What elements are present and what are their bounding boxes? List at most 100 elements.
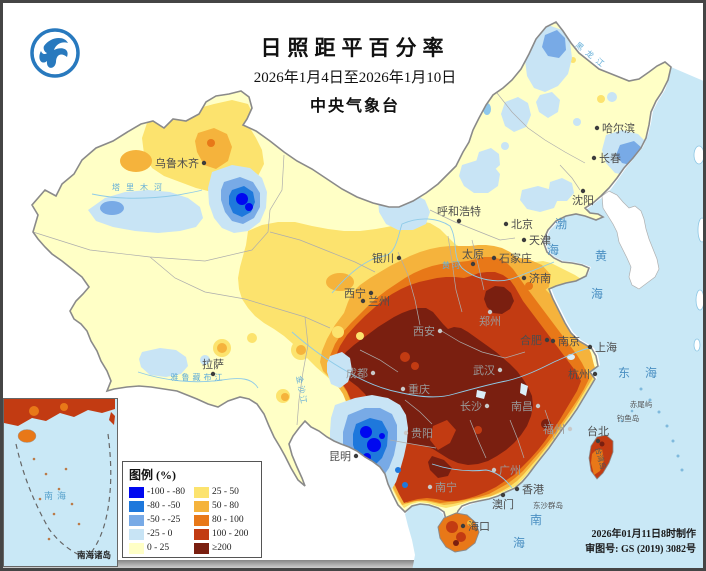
city-dot [201, 160, 207, 166]
river-label: 黄河 [442, 260, 462, 270]
city-label: 济南 [529, 271, 551, 285]
inset-title: 南海诸岛 [77, 550, 111, 560]
city-label: 郑州 [479, 314, 501, 328]
city-dot [535, 403, 541, 409]
legend-label: 0 - 25 [147, 543, 170, 553]
city-label: 成都 [346, 367, 368, 380]
city-dot [460, 523, 466, 529]
city-label: 香港 [522, 483, 544, 496]
sea-label: 海 [513, 535, 525, 550]
city-label: 呼和浩特 [437, 204, 481, 218]
legend-swatch [194, 542, 209, 554]
city-dot [491, 255, 497, 261]
legend-swatch [129, 514, 144, 526]
hainan-island [437, 512, 480, 553]
legend-item: 100 - 200 [194, 527, 255, 541]
agency-name: 中央气象台 [309, 98, 400, 115]
city-dot [368, 290, 374, 296]
ryukyu-islands [620, 387, 684, 472]
city-label: 福州 [543, 422, 565, 436]
sea-label: 渤 [555, 217, 567, 231]
inset-sea-label: 南海 [44, 490, 70, 501]
sea-label: 南 [530, 512, 542, 527]
city-dot [521, 237, 527, 243]
city-dot [592, 371, 598, 377]
city-label: 南宁 [435, 480, 457, 494]
city-label: 天津 [529, 234, 551, 247]
city-dot [497, 367, 503, 373]
legend-item: -50 - -25 [129, 513, 190, 527]
island-label: 赤尾屿 [630, 400, 653, 409]
legend-label: 100 - 200 [212, 529, 249, 539]
city-label: 石家庄 [499, 251, 532, 265]
legend-grid: -100 - -80 -80 - -50 -50 - -25 -25 - 0 0 - 2… [129, 485, 255, 555]
sea-label: 黄 [595, 249, 607, 263]
city-label: 兰州 [368, 295, 390, 308]
legend-item: 25 - 50 [194, 485, 255, 499]
legend-swatch [129, 500, 144, 512]
city-label: 南昌 [511, 400, 533, 413]
japan-islets [693, 145, 706, 352]
city-dot [370, 370, 376, 376]
city-label: 武汉 [473, 364, 495, 377]
city-dot [567, 426, 573, 432]
city-label: 长春 [599, 152, 621, 165]
taiwan-island [588, 434, 614, 480]
legend-swatch [194, 514, 209, 526]
city-dot [580, 188, 586, 194]
city-dot [594, 125, 600, 131]
city-dot [396, 255, 402, 261]
legend-item: -80 - -50 [129, 499, 190, 513]
legend-swatch [129, 542, 144, 554]
sea-label: 东 [618, 366, 630, 380]
city-dot [544, 337, 550, 343]
inset-islands [32, 457, 81, 541]
city-dot [514, 486, 520, 492]
legend-swatch [194, 486, 209, 498]
province-borders [32, 92, 586, 459]
city-dot [470, 261, 476, 267]
island-label: 钓鱼岛 [617, 413, 640, 423]
city-label: 长沙 [460, 400, 482, 413]
legend-label: 25 - 50 [212, 487, 239, 497]
legend-label: -50 - -25 [147, 515, 181, 525]
city-dot [550, 338, 556, 344]
city-dot [503, 221, 509, 227]
city-dot [500, 492, 506, 498]
sea-label: 海 [591, 286, 603, 301]
city-dot [587, 344, 593, 350]
sea-area [405, 67, 706, 571]
legend-swatch [129, 528, 144, 540]
legend: 图例 (%) -100 - -80 -80 - -50 -50 - -25 -25 -… [122, 461, 262, 558]
title-block: 日照距平百分率 2026年1月4日至2026年1月10日 中央气象台 [180, 32, 530, 116]
city-dot [591, 155, 597, 161]
city-label: 重庆 [408, 382, 430, 396]
city-label: 太原 [462, 248, 484, 261]
legend-swatch [129, 486, 144, 498]
korea-landmass [601, 190, 660, 290]
city-dot [437, 328, 443, 334]
legend-label: -100 - -80 [147, 487, 185, 497]
south-china-sea-inset: 南海 南海诸岛 [3, 398, 118, 567]
city-dot [487, 309, 493, 315]
city-label: 杭州 [568, 367, 590, 381]
city-label: 北京 [511, 217, 533, 231]
legend-swatch [194, 528, 209, 540]
city-label: 拉萨 [202, 357, 224, 371]
island-label: 东沙群岛 [533, 500, 563, 510]
city-label: 银川 [372, 251, 394, 265]
city-label: 贵阳 [411, 427, 433, 440]
city-label: 昆明 [329, 450, 351, 463]
production-note: 2026年01月11日8时制作 审图号: GS (2019) 3082号 [585, 528, 696, 557]
city-label: 台北 [587, 424, 609, 438]
city-label: 南京 [558, 334, 580, 348]
date-range: 2026年1月4日至2026年1月10日 [253, 70, 457, 86]
legend-label: ≥200 [212, 543, 232, 553]
city-dot [427, 484, 433, 490]
legend-item: -25 - 0 [129, 527, 190, 541]
city-label: 上海 [595, 340, 617, 354]
rivers [91, 189, 591, 489]
legend-label: 80 - 100 [212, 515, 244, 525]
